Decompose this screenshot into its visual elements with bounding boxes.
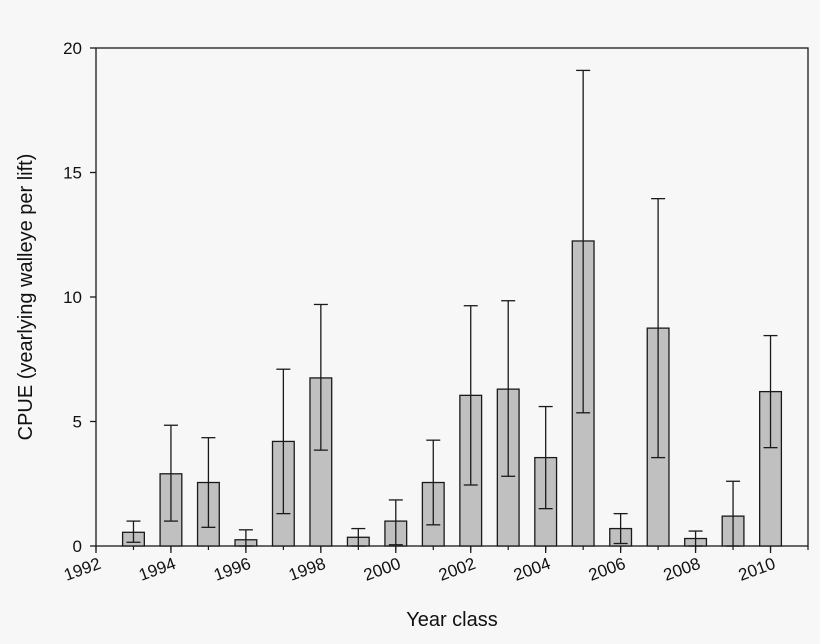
error-bar-1994 — [163, 424, 178, 522]
error-bar-2000 — [388, 499, 403, 546]
x-tick-label-1996: 1996 — [211, 554, 253, 585]
y-tick-label-0: 0 — [73, 537, 82, 556]
error-bar-2007 — [651, 197, 666, 459]
y-axis: 0 5 10 15 20 — [63, 39, 96, 556]
x-tick-label-1998: 1998 — [286, 554, 328, 585]
error-bar-2005 — [576, 69, 591, 414]
error-bar-1998 — [313, 303, 328, 451]
error-bar-1995 — [201, 437, 216, 528]
y-axis-title: CPUE (yearlying walleye per lift) — [15, 154, 37, 441]
x-tick-label-2000: 2000 — [361, 554, 403, 585]
error-bar-2002 — [463, 305, 478, 486]
x-tick-label-2008: 2008 — [661, 554, 703, 585]
x-tick-label-2002: 2002 — [436, 554, 478, 585]
x-tick-label-1992: 1992 — [61, 554, 103, 585]
x-tick-label-2010: 2010 — [736, 554, 778, 585]
y-tick-label-5: 5 — [73, 413, 82, 432]
x-axis: 1992 1994 1996 1998 2000 2002 2004 2006 2008 2010 — [61, 546, 809, 585]
y-tick-label-15: 15 — [63, 164, 82, 183]
x-tick-label-2004: 2004 — [511, 554, 553, 585]
error-bar-2003 — [501, 300, 516, 477]
error-bar-2004 — [538, 405, 553, 510]
y-tick-label-10: 10 — [63, 288, 82, 307]
error-bar-2001 — [426, 439, 441, 526]
x-tick-label-1994: 1994 — [136, 554, 178, 585]
y-tick-label-20: 20 — [63, 39, 82, 58]
error-bars-group — [126, 69, 778, 547]
bars-group — [121, 240, 783, 547]
error-bar-2010 — [763, 334, 778, 449]
error-bar-2006 — [613, 512, 628, 545]
error-bar-1993 — [126, 520, 141, 543]
plot-area — [95, 47, 809, 547]
x-tick-label-2006: 2006 — [586, 554, 628, 585]
error-bar-1997 — [276, 368, 291, 515]
x-axis-title: Year class — [406, 609, 498, 631]
